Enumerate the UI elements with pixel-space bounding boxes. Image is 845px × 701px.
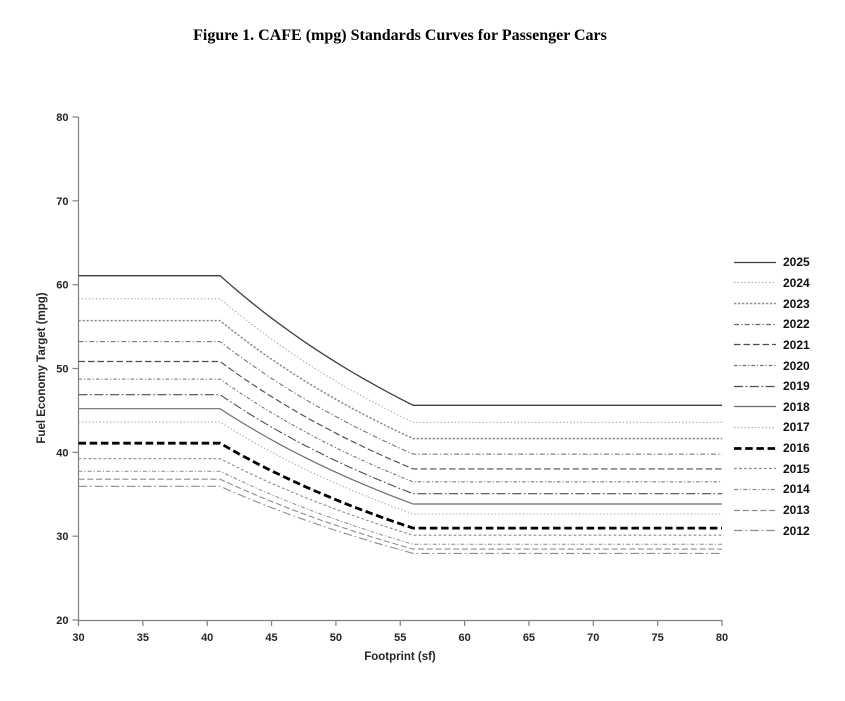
legend-line-sample-2020 [734,364,776,367]
legend-item-2018: 2018 [733,396,810,417]
y-tick-label: 60 [56,280,68,292]
legend-line-sample-2012 [734,530,776,532]
legend-line-sample-2013 [734,509,776,511]
legend-line-sample-2016 [734,446,776,450]
legend-line-sample-2014 [734,488,776,490]
legend-item-2019: 2019 [733,376,810,397]
legend-label-2018: 2018 [783,399,810,414]
x-tick-label: 60 [458,632,470,644]
y-axis-label: Fuel Economy Target (mpg) [36,292,48,444]
y-tick-label: 70 [56,196,68,208]
x-tick-label: 55 [394,632,406,644]
legend-line-sample-2025 [734,261,776,263]
legend-label-2021: 2021 [783,337,810,352]
legend-label-2020: 2020 [783,358,810,373]
legend-label-2013: 2013 [783,503,810,517]
legend-item-2017: 2017 [733,417,810,438]
legend-label-2025: 2025 [783,255,810,270]
legend-line-sample-2021 [734,344,776,346]
legend-line-sample-2015 [734,468,776,470]
series-line-2024 [78,298,722,423]
axes-lines [77,117,723,622]
legend-item-2022: 2022 [733,314,810,335]
legend-line-sample-2018 [734,406,776,408]
x-tick-label: 30 [72,632,84,644]
x-tick-label: 35 [137,632,149,644]
legend-label-2016: 2016 [783,441,810,456]
x-tick-label: 45 [265,632,277,644]
series-line-2022 [78,341,722,455]
legend-item-2025: 2025 [733,252,810,273]
legend-label-2014: 2014 [783,482,810,497]
y-tick-label: 20 [56,615,68,627]
legend-label-2012: 2012 [783,523,810,538]
x-tick-label: 50 [330,632,342,644]
legend-item-2014: 2014 [733,479,810,500]
legend-item-2012: 2012 [733,520,810,541]
legend-item-2016: 2016 [733,438,810,459]
x-tick-label: 70 [587,632,599,644]
figure-title: Figure 1. CAFE (mpg) Standards Curves fo… [193,27,607,44]
series-line-2020 [78,378,722,483]
x-axis-label: Footprint (sf) [364,651,436,663]
y-tick-label: 40 [56,447,68,459]
legend-item-2013: 2013 [733,500,810,521]
series-line-2023 [78,319,722,440]
series-line-2019 [78,394,722,495]
series-line-2021 [78,360,722,470]
legend-line-sample-2023 [734,302,776,305]
legend-line-sample-2024 [734,282,776,284]
x-tick-label: 40 [201,632,213,644]
x-tick-label: 65 [523,632,535,644]
y-tick-label: 50 [56,364,68,376]
chart-legend: 2025 2024 2023 2022 2021 2020 2019 2018 2017 2016… [733,252,810,541]
legend-item-2021: 2021 [733,335,810,356]
series-line-2018 [78,408,722,505]
legend-item-2024: 2024 [733,273,810,294]
series-line-2014 [78,470,722,545]
legend-label-2024: 2024 [783,275,810,290]
series-line-2013 [78,478,722,550]
x-tick-label: 75 [652,632,664,644]
legend-label-2017: 2017 [783,420,810,435]
legend-line-sample-2017 [734,426,776,429]
legend-item-2023: 2023 [733,293,810,314]
series-line-2015 [78,458,722,536]
legend-line-sample-2022 [734,323,776,325]
legend-item-2015: 2015 [733,458,810,479]
series-line-2012 [78,485,722,554]
legend-label-2019: 2019 [783,379,810,394]
series-line-2017 [78,421,722,515]
legend-line-sample-2019 [734,385,776,387]
series-line-2016 [78,441,722,530]
y-tick-label: 30 [56,531,68,543]
legend-label-2023: 2023 [783,296,810,311]
legend-label-2015: 2015 [783,461,810,476]
legend-label-2022: 2022 [783,317,810,332]
legend-item-2020: 2020 [733,355,810,376]
x-tick-label: 80 [716,632,728,644]
y-tick-label: 80 [56,112,68,124]
series-line-2025 [78,275,722,406]
